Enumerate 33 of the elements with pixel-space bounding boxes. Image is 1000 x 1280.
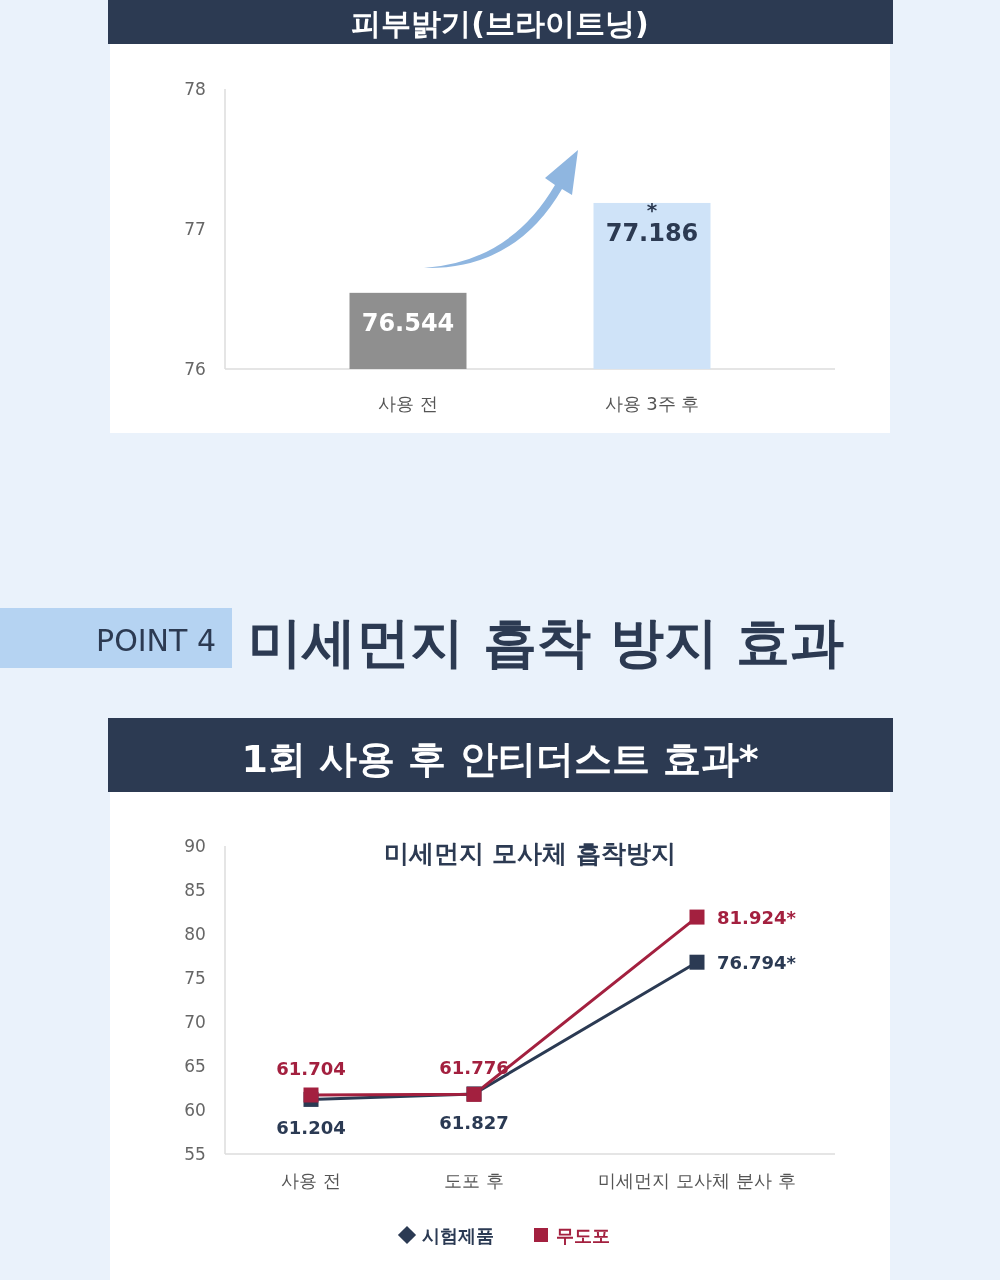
data-label: 61.776 — [439, 1057, 509, 1079]
x-tick-label: 미세먼지 모사체 분사 후 — [598, 1170, 796, 1191]
data-label: 61.204 — [276, 1117, 346, 1139]
point — [689, 954, 705, 970]
y-tick-label: 60 — [184, 1100, 206, 1120]
legend-label: 시험제품 — [422, 1225, 494, 1246]
y-tick-label: 65 — [184, 1056, 206, 1076]
chart-subtitle: 미세먼지 모사체 흡착방지 — [383, 839, 677, 868]
legend-label: 무도포 — [556, 1225, 610, 1246]
data-label: 81.924* — [717, 907, 797, 929]
x-tick-label: 사용 전 — [281, 1170, 341, 1191]
point — [689, 909, 705, 925]
x-tick-label: 사용 3주 후 — [604, 393, 700, 414]
data-label: 61.704 — [276, 1058, 346, 1079]
data-label: 76.544 — [361, 308, 455, 337]
y-tick-label: 90 — [184, 836, 206, 856]
x-tick-label: 도포 후 — [444, 1170, 504, 1191]
x-tick-label: 사용 전 — [378, 393, 438, 414]
data-label: 61.827 — [439, 1111, 509, 1133]
data-label: 76.794* — [717, 952, 797, 974]
y-tick-label: 76 — [184, 359, 206, 379]
text: 미세먼지 흡착 방지 효과 — [248, 611, 845, 674]
y-tick-label: 55 — [184, 1144, 206, 1164]
y-tick-label: 77 — [184, 219, 206, 239]
chart-title: 피부밝기(브라이트닝) — [351, 6, 649, 41]
y-tick-label: 78 — [184, 79, 206, 99]
text: POINT 4 — [96, 623, 216, 658]
y-tick-label: 80 — [184, 924, 206, 944]
y-tick-label: 85 — [184, 880, 206, 900]
y-tick-label: 70 — [184, 1012, 206, 1032]
chart-title: 1회 사용 후 안티더스트 효과* — [241, 737, 759, 781]
y-tick-label: 75 — [184, 968, 206, 988]
point — [303, 1087, 319, 1103]
